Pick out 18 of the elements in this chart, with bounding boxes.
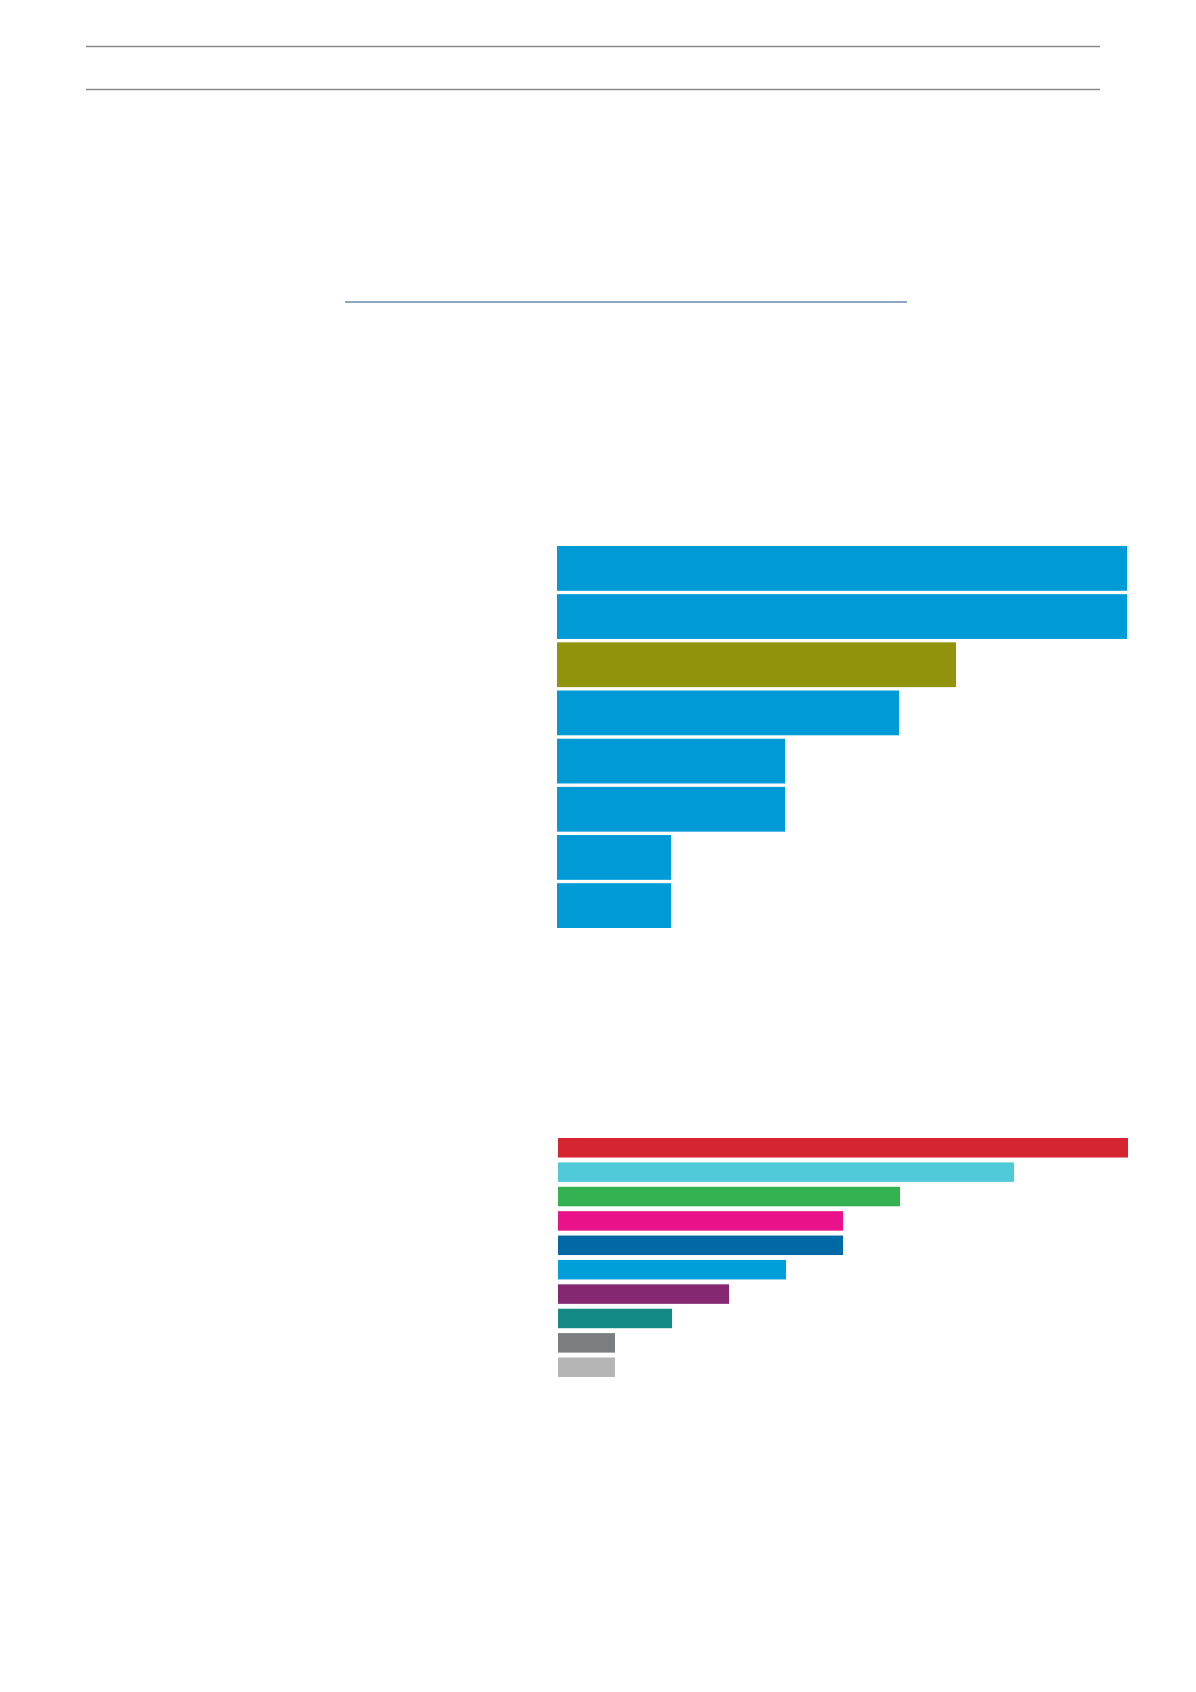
bar (558, 1162, 1014, 1182)
bar (558, 1235, 843, 1256)
bar (558, 1186, 900, 1207)
bar (557, 594, 1127, 639)
bar (558, 1284, 729, 1304)
bar (558, 1211, 843, 1231)
bar (557, 786, 785, 832)
bar (557, 738, 785, 784)
bar (558, 1308, 672, 1329)
bar (557, 546, 1127, 591)
bar (558, 1333, 615, 1353)
bar (557, 835, 671, 880)
bar (557, 690, 899, 736)
bar (558, 1259, 786, 1280)
bar (558, 1138, 1128, 1158)
bar (557, 642, 956, 688)
bar (558, 1357, 615, 1377)
bar (557, 883, 671, 928)
